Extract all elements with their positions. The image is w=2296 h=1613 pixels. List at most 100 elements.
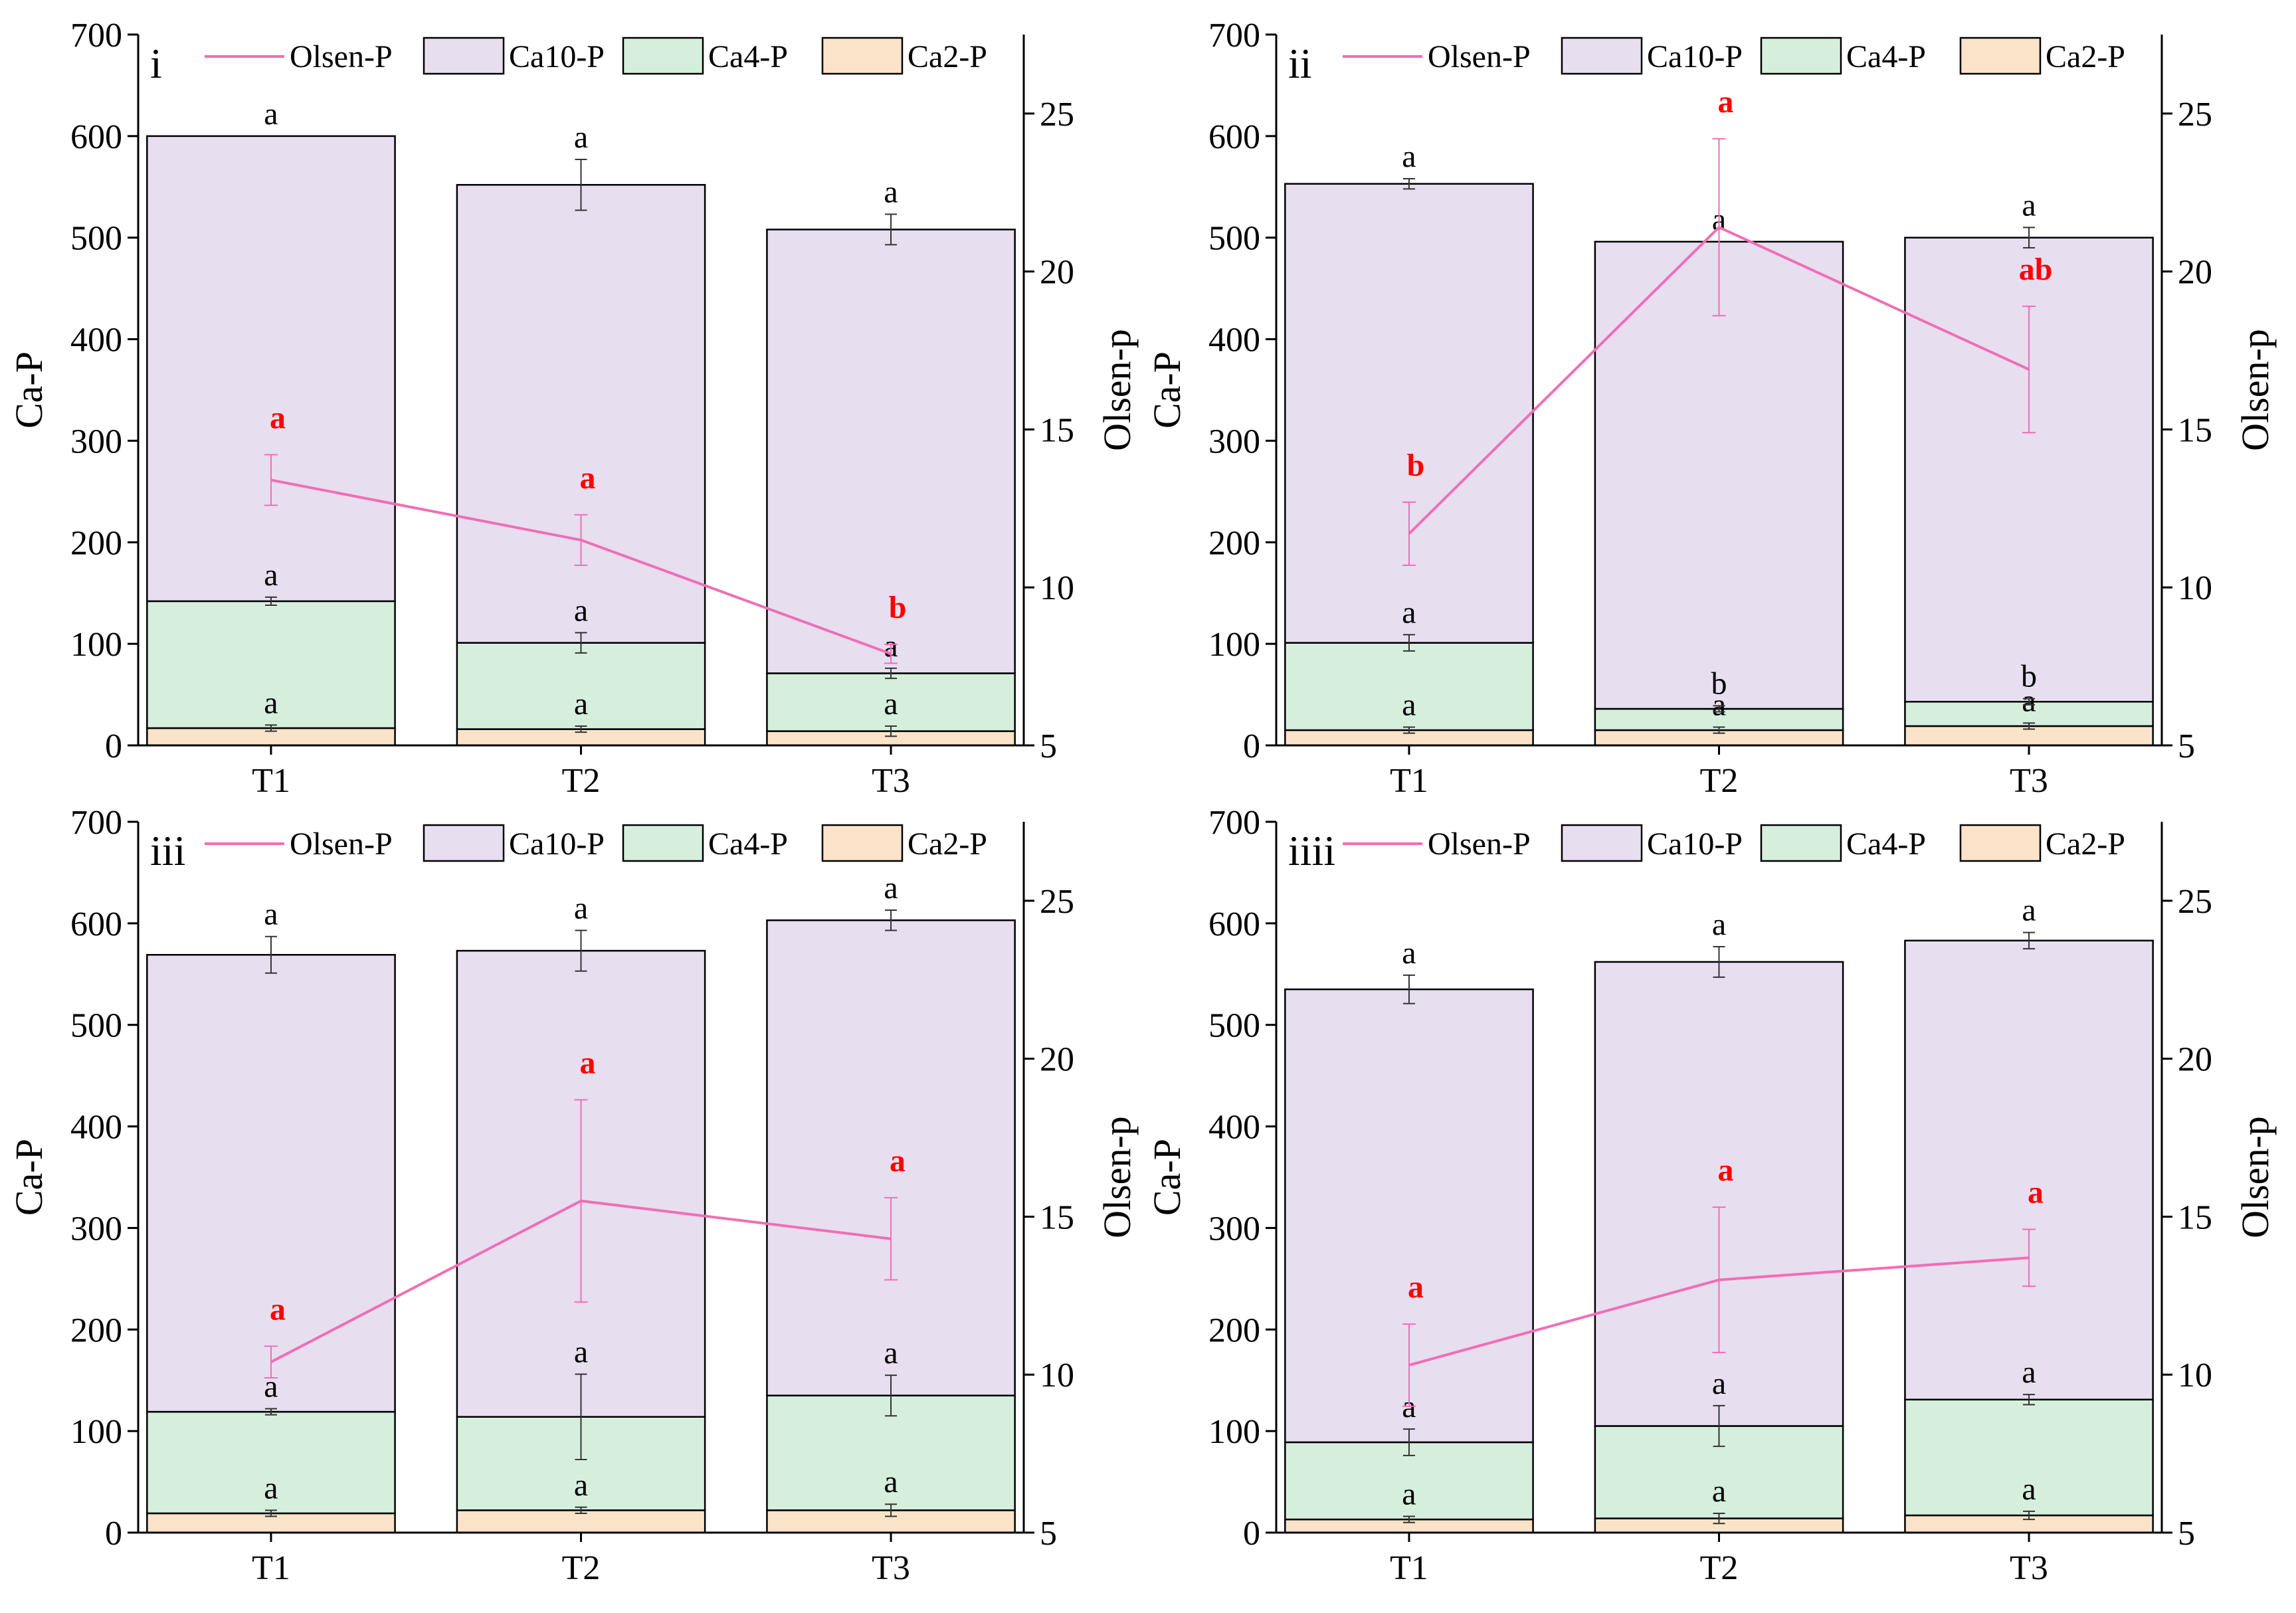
sig-label: a [264, 557, 278, 593]
panel-label: iiii [1288, 827, 1335, 874]
bar-ca10p-t2 [456, 183, 706, 644]
sig-label: a [1712, 907, 1726, 942]
legend-ca2p-swatch [1959, 824, 2042, 862]
y-tick-label: 300 [70, 423, 122, 460]
olsen-sig-label: ab [2019, 252, 2053, 287]
sig-label: a [1712, 687, 1726, 722]
chart-panel-iiii: aaaaaaaaaaaa0100200300400500600700510152… [1145, 804, 2277, 1587]
legend-ca10p-swatch [1561, 824, 1643, 862]
legend-ca10p-swatch [423, 824, 505, 862]
sig-label: a [574, 891, 588, 926]
y2-tick-label: 15 [2178, 1198, 2212, 1236]
legend-label-olsen-p: Olsen-P [1428, 826, 1531, 862]
olsen-sig-label: b [1407, 448, 1425, 483]
y2-axis-title: Olsen-p [2234, 329, 2277, 451]
y-axis-title: Ca-P [7, 351, 50, 428]
sig-label: a [264, 96, 278, 132]
bar-ca10p-t3 [766, 229, 1016, 674]
y-tick-label: 100 [70, 626, 122, 664]
legend-label-olsen-p: Olsen-P [1428, 39, 1531, 74]
y-tick-label: 300 [1208, 1210, 1260, 1248]
olsen-sig-label: a [270, 400, 286, 435]
olsen-sig-label: a [1718, 84, 1734, 120]
y-tick-label: 200 [70, 524, 122, 562]
sig-label: a [884, 175, 898, 210]
legend-label-ca2p: Ca2-P [908, 39, 987, 74]
sig-label: a [574, 686, 588, 721]
legend-label-ca10p: Ca10-P [1647, 39, 1743, 74]
x-tick-label: T2 [1700, 1549, 1739, 1587]
bar-ca10p-t1 [146, 135, 396, 603]
legend-ca4p-swatch [1760, 824, 1842, 862]
x-tick-label: T2 [562, 762, 601, 800]
olsen-sig-label: a [1408, 1270, 1424, 1305]
sig-label: a [574, 120, 588, 155]
chart-panel-ii: aaaabaababaab010020030040050060070051015… [1145, 17, 2277, 800]
x-tick-label: T2 [562, 1549, 601, 1587]
y-tick-label: 700 [70, 804, 122, 842]
sig-label: a [884, 1464, 898, 1499]
olsen-sig-label: a [270, 1291, 286, 1327]
sig-label: a [1402, 139, 1416, 174]
y-tick-label: 0 [1243, 1515, 1260, 1553]
sig-label: a [574, 593, 588, 628]
bar-ca4p-t3 [766, 1394, 1016, 1511]
sig-label: a [1402, 1477, 1416, 1512]
olsen-sig-label: a [1718, 1153, 1734, 1188]
y2-tick-label: 20 [1040, 254, 1074, 292]
y-tick-label: 0 [105, 727, 122, 765]
legend-ca4p-swatch [622, 824, 704, 862]
y-tick-label: 500 [70, 220, 122, 258]
bar-ca4p-t1 [146, 1410, 396, 1515]
olsen-sig-label: a [890, 1143, 906, 1179]
y-axis-title: Ca-P [7, 1139, 50, 1216]
legend-label-olsen-p: Olsen-P [290, 826, 393, 862]
sig-label: a [1402, 595, 1416, 630]
chart-panel-i: aaaaaaaaaaab0100200300400500600700510152… [7, 17, 1139, 800]
legend-label-ca4p: Ca4-P [1846, 39, 1926, 74]
legend-ca10p-swatch [423, 37, 505, 75]
sig-label: a [2022, 893, 2036, 928]
sig-label: a [2022, 187, 2036, 223]
bar-ca10p-t3 [1904, 939, 2154, 1401]
legend-label-ca10p: Ca10-P [509, 39, 605, 74]
y-axis-title: Ca-P [1145, 1139, 1189, 1216]
sig-label: a [884, 870, 898, 905]
bar-ca4p-t2 [456, 642, 706, 730]
x-tick-label: T1 [1390, 762, 1428, 800]
panel-label: ii [1288, 40, 1312, 87]
bar-ca4p-t1 [146, 600, 396, 729]
y-tick-label: 400 [1208, 1109, 1260, 1147]
sig-label: a [264, 1470, 278, 1505]
y2-tick-label: 5 [2178, 1515, 2195, 1553]
y2-tick-label: 25 [2178, 883, 2212, 921]
legend-ca10p-swatch [1561, 37, 1643, 75]
legend-ca2p-swatch [821, 37, 904, 75]
bar-ca2p-t3 [1904, 1514, 2154, 1534]
y2-axis-title: Olsen-p [1096, 329, 1139, 451]
bar-ca10p-t1 [1284, 988, 1534, 1444]
olsen-sig-label: a [2028, 1175, 2044, 1210]
x-tick-label: T2 [1700, 762, 1739, 800]
y-tick-label: 100 [1208, 626, 1260, 664]
y-tick-label: 700 [70, 17, 122, 54]
y-axis-title: Ca-P [1145, 351, 1189, 428]
sig-label: a [2022, 1355, 2036, 1390]
legend-label-ca2p: Ca2-P [2046, 39, 2125, 74]
y2-tick-label: 10 [1040, 1357, 1074, 1394]
bar-ca10p-t3 [766, 919, 1016, 1396]
y-tick-label: 0 [1243, 727, 1260, 765]
sig-label: a [1712, 1366, 1726, 1401]
legend-ca2p-swatch [821, 824, 904, 862]
olsen-sig-label: a [580, 460, 596, 496]
sig-label: a [1402, 687, 1416, 722]
y2-tick-label: 25 [1040, 96, 1074, 134]
y-tick-label: 500 [70, 1007, 122, 1045]
y-tick-label: 300 [70, 1210, 122, 1248]
y2-tick-label: 5 [1040, 1515, 1057, 1553]
y-tick-label: 600 [70, 905, 122, 943]
y2-tick-label: 25 [1040, 883, 1074, 921]
y-tick-label: 600 [1208, 905, 1260, 943]
y2-tick-label: 10 [2178, 1357, 2212, 1394]
